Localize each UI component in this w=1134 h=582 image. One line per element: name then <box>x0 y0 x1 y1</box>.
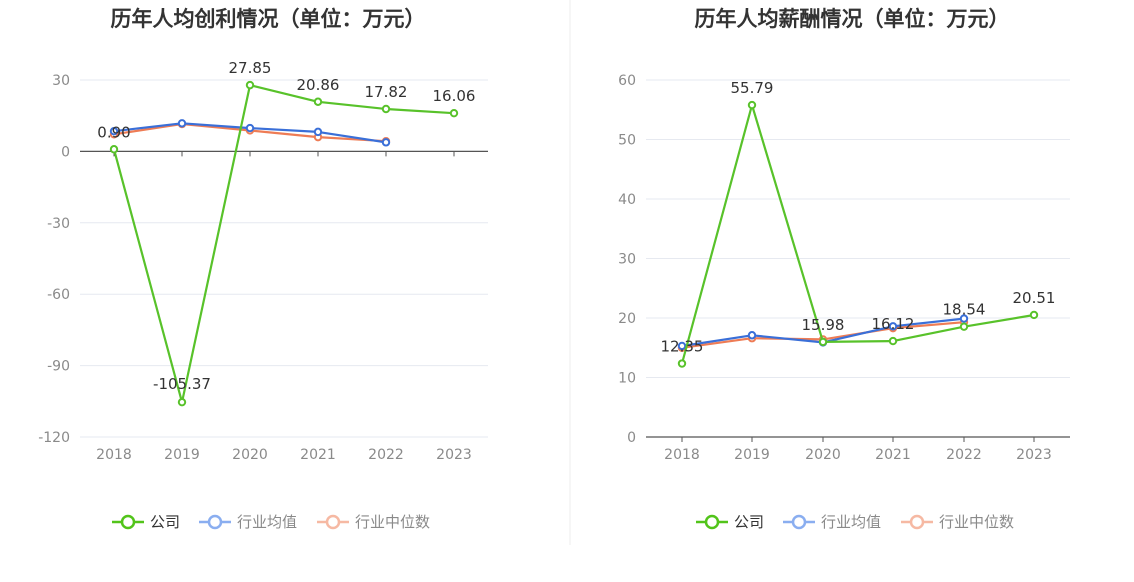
data-point-company[interactable] <box>245 80 255 90</box>
legend-item-company[interactable]: 公司 <box>112 513 180 531</box>
y-tick-label: 40 <box>618 192 636 208</box>
legend-label: 行业中位数 <box>939 513 1014 531</box>
y-tick-label: 0 <box>627 430 636 446</box>
x-tick-label: 2022 <box>368 447 404 463</box>
y-tick-label: -30 <box>47 216 70 232</box>
legend-marker <box>325 514 341 530</box>
x-tick-label: 2019 <box>734 447 770 463</box>
data-label: 16.12 <box>872 315 915 333</box>
x-tick-label: 2023 <box>1016 447 1052 463</box>
data-label: 17.82 <box>365 83 408 101</box>
data-point-company[interactable] <box>677 359 687 368</box>
data-point-industry_avg[interactable] <box>313 127 323 137</box>
x-tick-label: 2023 <box>436 447 472 463</box>
chart-2: 历年人均薪酬情况（单位：万元） 60 50 40 30 20 10 0 2018 2019 2020… <box>618 7 1070 531</box>
y-tick-label: 30 <box>52 73 70 89</box>
x-tick-label: 2019 <box>164 447 200 463</box>
data-point-company[interactable] <box>818 337 828 347</box>
legend-marker <box>909 514 925 530</box>
data-point-company[interactable] <box>177 397 187 407</box>
data-point-company[interactable] <box>381 104 391 114</box>
legend-label: 行业均值 <box>237 513 297 531</box>
data-point-industry_avg[interactable] <box>959 314 969 323</box>
x-tick-label: 2020 <box>232 447 268 463</box>
data-point-industry_avg[interactable] <box>888 322 898 331</box>
legend-label: 公司 <box>734 513 764 531</box>
data-label: 20.51 <box>1013 289 1056 307</box>
y-tick-label: 0 <box>61 144 70 160</box>
data-label: 12.35 <box>661 338 704 356</box>
x-tick-label: 2018 <box>664 447 700 463</box>
data-label: 20.86 <box>297 76 340 94</box>
data-point-company[interactable] <box>449 108 459 118</box>
data-point-company[interactable] <box>888 336 898 346</box>
data-point-company[interactable] <box>1029 310 1039 320</box>
y-tick-label: -90 <box>47 359 70 375</box>
data-point-industry_avg[interactable] <box>747 331 757 340</box>
data-label: 27.85 <box>229 59 272 77</box>
data-point-industry_avg[interactable] <box>177 119 187 128</box>
data-label: 18.54 <box>943 301 986 319</box>
data-point-company[interactable] <box>109 145 119 154</box>
legend-label: 行业中位数 <box>355 513 430 531</box>
data-label: 55.79 <box>731 79 774 97</box>
y-tick-label: 10 <box>618 371 636 387</box>
series-line-company <box>680 103 1035 364</box>
y-tick-label: -60 <box>47 287 70 303</box>
data-label: -105.37 <box>153 375 211 393</box>
chart-1: 历年人均创利情况（单位：万元） 30 0 -30 -60 -90 -120 2018 2019 2… <box>38 7 488 531</box>
y-tick-label: 20 <box>618 311 636 327</box>
data-label: 16.06 <box>433 87 476 105</box>
legend-item-industry_avg[interactable]: 行业均值 <box>783 513 881 531</box>
data-label: 0.90 <box>97 123 130 141</box>
chart-title: 历年人均薪酬情况（单位：万元） <box>695 7 1010 31</box>
y-tick-label: 50 <box>618 133 636 149</box>
data-point-industry_avg[interactable] <box>381 138 391 147</box>
x-tick-label: 2021 <box>300 447 336 463</box>
series-line-company <box>112 84 455 404</box>
y-tick-label: 60 <box>618 73 636 89</box>
data-point-company[interactable] <box>747 100 757 110</box>
x-tick-label: 2018 <box>96 447 132 463</box>
data-label: 15.98 <box>802 316 845 334</box>
legend-label: 公司 <box>150 513 180 531</box>
data-point-industry_avg[interactable] <box>109 126 119 136</box>
y-tick-label: -120 <box>38 430 70 446</box>
chart-title: 历年人均创利情况（单位：万元） <box>111 7 426 31</box>
data-point-company[interactable] <box>313 97 323 106</box>
legend-item-industry_median[interactable]: 行业中位数 <box>901 513 1014 531</box>
data-point-industry_avg[interactable] <box>677 341 687 351</box>
x-tick-label: 2020 <box>805 447 841 463</box>
legend-marker <box>120 514 136 530</box>
data-point-company[interactable] <box>959 322 969 331</box>
x-tick-label: 2022 <box>946 447 982 463</box>
legend-item-industry_median[interactable]: 行业中位数 <box>317 513 430 531</box>
legend-marker <box>207 514 223 530</box>
legend-label: 行业均值 <box>821 513 881 531</box>
legend-item-company[interactable]: 公司 <box>696 513 764 531</box>
data-point-industry_avg[interactable] <box>245 123 255 133</box>
y-tick-label: 30 <box>618 252 636 268</box>
legend-marker <box>791 514 807 530</box>
legend-marker <box>704 514 720 530</box>
legend-item-industry_avg[interactable]: 行业均值 <box>199 513 297 531</box>
x-tick-label: 2021 <box>875 447 911 463</box>
